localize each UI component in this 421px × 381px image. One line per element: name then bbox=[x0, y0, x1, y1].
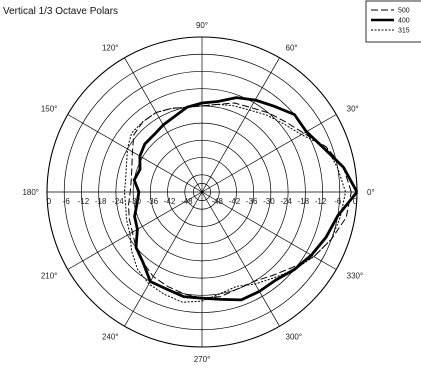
radial-tick-label: -24 bbox=[280, 197, 292, 206]
legend-label-315: 315 bbox=[398, 28, 410, 35]
angle-tick-labels: 0° 30° 60° 90° 120° 150° 180° 210° 240° 270° 300° 3… bbox=[22, 21, 374, 364]
radial-tick-label: -48 bbox=[211, 197, 223, 206]
radial-tick-label: -36 bbox=[246, 197, 258, 206]
series-layer bbox=[124, 96, 359, 303]
angle-tick-label: 240° bbox=[102, 333, 119, 342]
angle-tick-label: 90° bbox=[196, 21, 208, 30]
angle-tick-label: 150° bbox=[41, 105, 58, 114]
angle-tick-label: 300° bbox=[286, 333, 303, 342]
series-line-400 bbox=[132, 96, 359, 302]
radial-tick-label: -42 bbox=[164, 197, 176, 206]
angle-tick-label: 180° bbox=[22, 188, 39, 197]
radial-tick-label: 0 bbox=[353, 197, 358, 206]
angle-tick-label: 60° bbox=[286, 43, 298, 52]
legend-label-400: 400 bbox=[398, 18, 410, 25]
radial-tick-labels: 0 0-6 -6-12 -12-18 -18-24 -24-30 -30-36 -36-42-… bbox=[47, 197, 358, 206]
grid-spoke bbox=[201, 114, 337, 193]
series-line-500 bbox=[128, 102, 352, 299]
grid-spoke bbox=[201, 57, 280, 193]
radial-tick-label: -36 bbox=[147, 197, 159, 206]
angle-tick-label: 270° bbox=[194, 355, 211, 364]
legend-box bbox=[365, 0, 421, 43]
series-line-315 bbox=[124, 103, 346, 303]
grid-spoke bbox=[201, 191, 280, 327]
center-dot bbox=[200, 190, 204, 194]
angle-tick-label: 330° bbox=[347, 272, 364, 281]
polar-grid bbox=[46, 36, 358, 348]
legend: 500 400 315 bbox=[365, 0, 421, 43]
angle-tick-label: 30° bbox=[347, 105, 359, 114]
radial-tick-label: -30 bbox=[263, 197, 275, 206]
radial-tick-label: -12 bbox=[315, 197, 327, 206]
radial-tick-label: -6 bbox=[334, 197, 342, 206]
angle-tick-label: 210° bbox=[41, 272, 58, 281]
angle-tick-label: 0° bbox=[367, 188, 375, 197]
radial-tick-label: -30 bbox=[129, 197, 141, 206]
grid-spoke bbox=[201, 191, 337, 270]
grid-spoke bbox=[124, 191, 203, 327]
radial-tick-label: -48 bbox=[181, 197, 193, 206]
radial-tick-label: -18 bbox=[298, 197, 310, 206]
grid-spoke bbox=[67, 114, 203, 193]
radial-tick-label: -24 bbox=[112, 197, 124, 206]
angle-tick-label: 120° bbox=[102, 43, 119, 52]
radial-tick-label: -6 bbox=[63, 197, 71, 206]
grid-spoke bbox=[67, 191, 203, 270]
radial-tick-label: 0 bbox=[47, 197, 52, 206]
legend-label-500: 500 bbox=[398, 8, 410, 15]
radial-tick-label: -18 bbox=[95, 197, 107, 206]
radial-tick-label: -42 bbox=[229, 197, 241, 206]
chart-title: Vertical 1/3 Octave Polars bbox=[3, 6, 118, 17]
radial-tick-label: -12 bbox=[78, 197, 90, 206]
